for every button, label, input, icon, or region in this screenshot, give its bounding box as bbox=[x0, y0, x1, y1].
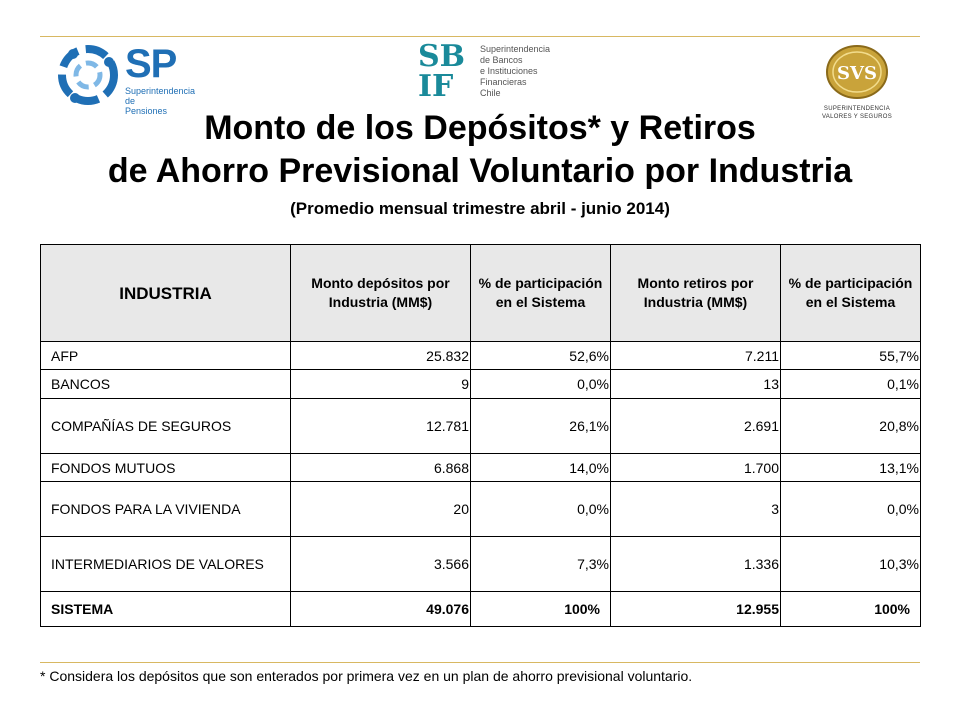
cell-withdrawals-pct: 10,3% bbox=[780, 536, 921, 592]
cell-deposits: 12.781 bbox=[290, 398, 471, 454]
table-row: AFP 25.832 52,6% 7.211 55,7% bbox=[40, 341, 921, 370]
footnote: * Considera los depósitos que son entera… bbox=[40, 668, 693, 684]
cell-deposits: 9 bbox=[290, 369, 471, 399]
header-monto-depositos: Monto depósitos por Industria (MM$) bbox=[290, 244, 471, 342]
sbif-logo: SB IF Superintendencia de Bancos e Insti… bbox=[418, 42, 558, 108]
cell-industry: COMPAÑÍAS DE SEGUROS bbox=[40, 398, 291, 454]
cell-withdrawals: 1.336 bbox=[610, 536, 781, 592]
cell-industry: AFP bbox=[40, 341, 291, 370]
cell-deposits-pct: 52,6% bbox=[470, 341, 611, 370]
sp-logo: SP Superintendencia de Pensiones bbox=[55, 42, 205, 116]
cell-deposits: 20 bbox=[290, 481, 471, 537]
header-monto-retiros: Monto retiros por Industria (MM$) bbox=[610, 244, 781, 342]
sp-logo-text: SP bbox=[125, 42, 177, 86]
cell-industry: INTERMEDIARIOS DE VALORES bbox=[40, 536, 291, 592]
cell-industry: BANCOS bbox=[40, 369, 291, 399]
table-total-row: SISTEMA 49.076 100% 12.955 100% bbox=[40, 591, 921, 627]
cell-deposits-pct: 26,1% bbox=[470, 398, 611, 454]
table-row: COMPAÑÍAS DE SEGUROS 12.781 26,1% 2.691 … bbox=[40, 398, 921, 454]
cell-withdrawals: 13 bbox=[610, 369, 781, 399]
table-row: BANCOS 9 0,0% 13 0,1% bbox=[40, 369, 921, 399]
page-title-line1: Monto de los Depósitos* y Retiros bbox=[204, 109, 756, 147]
cell-deposits: 25.832 bbox=[290, 341, 471, 370]
cell-withdrawals: 1.700 bbox=[610, 453, 781, 482]
table-header-row: INDUSTRIA Monto depósitos por Industria … bbox=[40, 244, 921, 342]
cell-deposits-pct: 14,0% bbox=[470, 453, 611, 482]
cell-withdrawals: 3 bbox=[610, 481, 781, 537]
cell-withdrawals-pct: 13,1% bbox=[780, 453, 921, 482]
sbif-logo-subtitle: Superintendencia de Bancos e Institucion… bbox=[480, 44, 551, 98]
industry-table: INDUSTRIA Monto depósitos por Industria … bbox=[40, 244, 921, 627]
header-pct-retiros: % de participación en el Sistema bbox=[780, 244, 921, 342]
cell-industry: FONDOS PARA LA VIVIENDA bbox=[40, 481, 291, 537]
table-row: INTERMEDIARIOS DE VALORES 3.566 7,3% 1.3… bbox=[40, 536, 921, 592]
cell-deposits: 3.566 bbox=[290, 536, 471, 592]
cell-withdrawals: 2.691 bbox=[610, 398, 781, 454]
sp-hands-icon bbox=[58, 45, 118, 105]
cell-deposits-pct: 7,3% bbox=[470, 536, 611, 592]
cell-deposits-pct-total: 100% bbox=[470, 591, 611, 627]
cell-deposits-pct: 0,0% bbox=[470, 481, 611, 537]
header-pct-depositos: % de participación en el Sistema bbox=[470, 244, 611, 342]
cell-withdrawals-pct: 55,7% bbox=[780, 341, 921, 370]
header-industria: INDUSTRIA bbox=[40, 244, 291, 342]
cell-industry-total: SISTEMA bbox=[40, 591, 291, 627]
sbif-logo-letters: SB IF bbox=[418, 39, 466, 104]
top-divider bbox=[40, 36, 920, 37]
bottom-divider bbox=[40, 662, 920, 663]
svs-emblem-icon: SVS bbox=[826, 45, 888, 99]
cell-withdrawals-pct: 0,0% bbox=[780, 481, 921, 537]
cell-withdrawals-total: 12.955 bbox=[610, 591, 781, 627]
page-title-line2: de Ahorro Previsional Voluntario por Ind… bbox=[107, 152, 853, 190]
cell-deposits: 6.868 bbox=[290, 453, 471, 482]
cell-withdrawals-pct: 0,1% bbox=[780, 369, 921, 399]
cell-withdrawals-pct: 20,8% bbox=[780, 398, 921, 454]
cell-industry: FONDOS MUTUOS bbox=[40, 453, 291, 482]
page-subtitle: (Promedio mensual trimestre abril - juni… bbox=[290, 199, 670, 218]
sp-logo-subtitle: Superintendencia de Pensiones bbox=[125, 86, 196, 116]
cell-withdrawals-pct-total: 100% bbox=[780, 591, 921, 627]
svs-logo-subtitle: SUPERINTENDENCIA VALORES Y SEGUROS bbox=[821, 106, 893, 120]
table-row: FONDOS MUTUOS 6.868 14,0% 1.700 13,1% bbox=[40, 453, 921, 482]
svs-logo: SVS SUPERINTENDENCIA VALORES Y SEGUROS bbox=[812, 42, 902, 122]
svs-logo-text: SVS bbox=[837, 63, 877, 84]
cell-deposits-total: 49.076 bbox=[290, 591, 471, 627]
cell-deposits-pct: 0,0% bbox=[470, 369, 611, 399]
cell-withdrawals: 7.211 bbox=[610, 341, 781, 370]
table-row: FONDOS PARA LA VIVIENDA 20 0,0% 3 0,0% bbox=[40, 481, 921, 537]
